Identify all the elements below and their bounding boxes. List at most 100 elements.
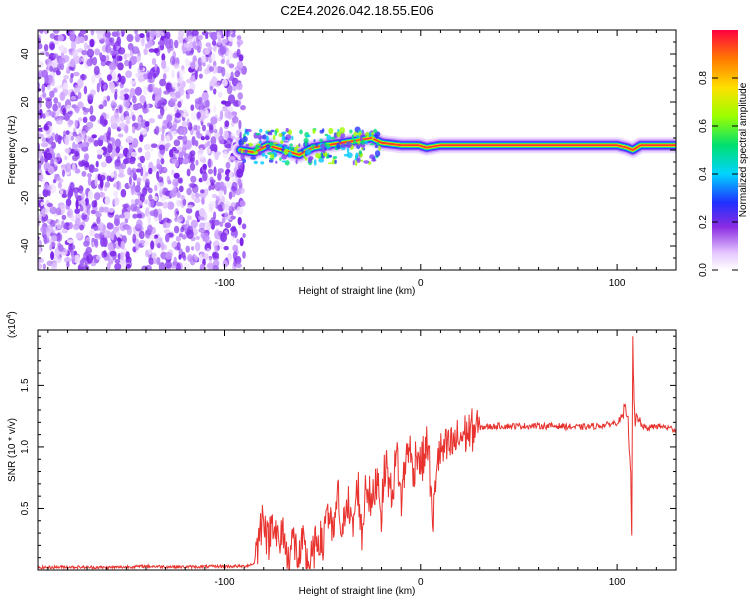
snr-ytick-label: 1.0 (20, 440, 31, 454)
signal-band-speckle (240, 137, 243, 140)
noise-blob (195, 159, 199, 166)
noise-blob (220, 232, 228, 243)
noise-blob (230, 226, 237, 233)
noise-blob (99, 52, 103, 59)
noise-blob (177, 101, 182, 108)
noise-blob (234, 66, 242, 72)
noise-blob (31, 189, 38, 193)
noise-blob (106, 262, 111, 270)
noise-blob (219, 110, 224, 120)
noise-blob (74, 188, 78, 198)
signal-band-speckle (315, 143, 319, 147)
noise-blob (203, 253, 209, 261)
signal-band-speckle (262, 134, 267, 140)
signal-band-speckle (258, 141, 262, 144)
noise-blob (117, 173, 125, 178)
noise-blob (181, 146, 187, 155)
spectrogram-ytick-label: 40 (20, 48, 31, 60)
signal-band-speckle (358, 150, 362, 155)
noise-blob (209, 200, 217, 209)
signal-band-speckle (343, 153, 349, 157)
noise-blob (46, 202, 53, 208)
signal-band-speckle (283, 148, 289, 155)
noise-blob (143, 185, 151, 191)
noise-blob (139, 95, 146, 104)
signal-band-speckle (255, 132, 261, 136)
noise-blob (147, 214, 151, 224)
noise-blob (171, 82, 179, 90)
signal-band-speckle (371, 131, 374, 136)
noise-blob (77, 117, 83, 122)
signal-band-speckle (318, 158, 325, 163)
noise-blob (153, 208, 159, 218)
signal-band-speckle (311, 146, 315, 149)
noise-blob (40, 226, 47, 233)
noise-blob (114, 91, 118, 101)
noise-blob (165, 252, 173, 260)
noise-blob (124, 116, 132, 121)
noise-blob (39, 108, 43, 119)
noise-blob (39, 168, 43, 178)
colorbar-tick-label: 0.8 (698, 71, 709, 85)
signal-band-speckle (322, 151, 326, 154)
noise-blob (148, 167, 153, 175)
noise-blob (198, 73, 203, 79)
noise-blob (228, 156, 236, 161)
signal-band-speckle (369, 143, 375, 146)
noise-blob (176, 199, 181, 207)
noise-blob (69, 30, 76, 35)
colorbar: 0.0 0.2 0.4 0.6 0.8 Normalized spectral … (698, 30, 749, 277)
noise-blob (178, 254, 182, 260)
noise-blob (212, 252, 220, 259)
noise-blob (77, 91, 82, 100)
noise-blob (63, 190, 67, 195)
noise-blob (131, 185, 136, 192)
noise-blob (219, 126, 224, 136)
signal-band-speckle (272, 135, 276, 140)
noise-blob (43, 44, 49, 52)
noise-blob (98, 104, 104, 110)
noise-blob (123, 93, 129, 100)
noise-blob (128, 176, 132, 185)
noise-blob (175, 235, 181, 242)
noise-blob (85, 142, 89, 148)
noise-blob (221, 66, 226, 77)
noise-blob (223, 130, 229, 140)
noise-blob (224, 175, 230, 182)
noise-blob (173, 225, 180, 234)
noise-blob (236, 238, 240, 244)
noise-blob (42, 92, 47, 98)
noise-blob (222, 150, 228, 159)
noise-blob (183, 113, 187, 118)
noise-blob (204, 221, 211, 231)
noise-blob (177, 177, 183, 184)
noise-blob (113, 109, 119, 119)
noise-blob (155, 125, 160, 136)
signal-band-speckle (288, 146, 291, 151)
noise-blob (103, 119, 108, 126)
spectrogram-signal-band (232, 126, 676, 167)
signal-band-speckle (305, 148, 312, 156)
noise-blob (182, 135, 188, 145)
noise-blob (145, 249, 149, 258)
noise-blob (118, 168, 124, 175)
noise-blob (99, 135, 105, 141)
noise-blob (144, 143, 151, 151)
noise-blob (67, 119, 74, 125)
noise-blob (98, 204, 105, 215)
noise-blob (100, 192, 106, 199)
noise-blob (39, 257, 44, 264)
noise-blob (217, 168, 224, 174)
signal-band-speckle (339, 126, 346, 134)
noise-blob (46, 231, 51, 239)
noise-blob (134, 198, 139, 206)
noise-blob (161, 32, 165, 37)
noise-blob (237, 216, 242, 226)
noise-blob (73, 71, 80, 77)
noise-blob (118, 55, 123, 61)
noise-blob (33, 183, 37, 189)
signal-band-speckle (274, 129, 278, 136)
noise-blob (103, 99, 108, 107)
noise-blob (137, 147, 143, 153)
noise-blob (134, 86, 142, 96)
